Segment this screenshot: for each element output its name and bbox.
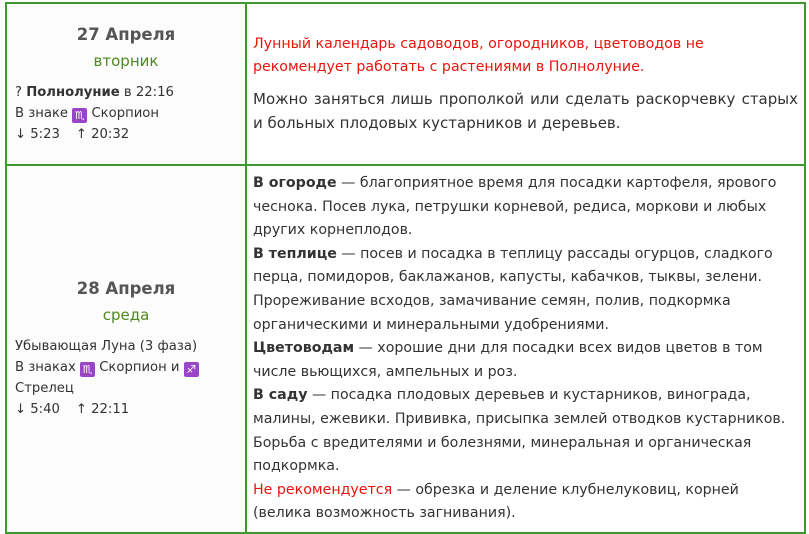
sunrise: ↓ 5:23 xyxy=(15,126,60,142)
section-orchard: В саду — посадка плодовых деревьев и кус… xyxy=(253,384,798,478)
advice-text: Можно заняться лишь прополкой или сделат… xyxy=(253,90,798,132)
section-greenhouse: В теплице — посев и посадка в теплицу ра… xyxy=(253,243,798,337)
advice-cell: Лунный календарь садоводов, огородников,… xyxy=(245,2,806,166)
zodiac-label: В знаке xyxy=(15,105,69,121)
zodiac-sign: Скорпион и xyxy=(99,359,180,375)
phase-name: Полнолуние xyxy=(26,84,120,100)
moon-phase: Убывающая Луна (3 фаза) xyxy=(15,338,198,354)
section-title: В саду xyxy=(253,387,308,404)
lunar-calendar-table: 27 Апреля вторник ? Полнолуние в 22:16 В… xyxy=(5,2,806,534)
date-cell: 28 Апреля среда Убывающая Луна (3 фаза) … xyxy=(5,164,247,534)
section-text: — посев и посадка в теплицу рассады огур… xyxy=(253,245,773,333)
section-flowers: Цветоводам — хорошие дни для посадки все… xyxy=(253,337,798,384)
section-text: — благоприятное время для посадки картоф… xyxy=(253,175,777,239)
zodiac-label: В знаках xyxy=(15,359,76,375)
warning-text: Лунный календарь садоводов, огородников,… xyxy=(253,35,704,76)
zodiac-sign: Скорпион xyxy=(91,105,159,121)
section-garden: В огороде — благоприятное время для поса… xyxy=(253,172,798,243)
section-text: — посадка плодовых деревьев и кустарнико… xyxy=(253,387,786,475)
zodiac-sign: Стрелец xyxy=(15,380,74,396)
sunset: ↑ 20:32 xyxy=(75,126,130,142)
weekday: вторник xyxy=(93,51,159,70)
scorpio-icon: ♏ xyxy=(80,361,96,377)
advice-cell: В огороде — благоприятное время для поса… xyxy=(245,164,806,534)
table-row: 28 Апреля среда Убывающая Луна (3 фаза) … xyxy=(5,164,806,534)
date: 28 Апреля xyxy=(76,278,176,298)
phase-time: в 22:16 xyxy=(123,84,174,100)
phase-icon: ? xyxy=(15,84,22,100)
scorpio-icon: ♏ xyxy=(72,107,88,123)
section-title: Цветоводам xyxy=(253,340,355,357)
table-row: 27 Апреля вторник ? Полнолуние в 22:16 В… xyxy=(5,2,806,166)
sagittarius-icon: ♐ xyxy=(183,361,199,377)
section-text: — хорошие дни для посадки всех видов цве… xyxy=(253,340,763,380)
not-recommended: Не рекомендуется — обрезка и деление клу… xyxy=(253,479,798,526)
sun-times: ↓ 5:23 ↑ 20:32 xyxy=(15,124,237,145)
moon-phase: ? Полнолуние в 22:16 xyxy=(15,82,237,103)
section-title: В теплице xyxy=(253,245,337,262)
weekday: среда xyxy=(102,305,150,324)
sunset: ↑ 22:11 xyxy=(75,401,130,417)
section-title: В огороде xyxy=(253,175,337,191)
date-cell: 27 Апреля вторник ? Полнолуние в 22:16 В… xyxy=(5,2,247,166)
sunrise: ↓ 5:40 xyxy=(15,401,60,417)
zodiac: В знаке ♏ Скорпион xyxy=(15,103,237,124)
zodiac: В знаках ♏ Скорпион и ♐ Стрелец xyxy=(15,357,237,399)
date: 27 Апреля xyxy=(76,24,176,44)
not-recommended-label: Не рекомендуется xyxy=(253,481,393,498)
sun-times: ↓ 5:40 ↑ 22:11 xyxy=(15,399,237,420)
